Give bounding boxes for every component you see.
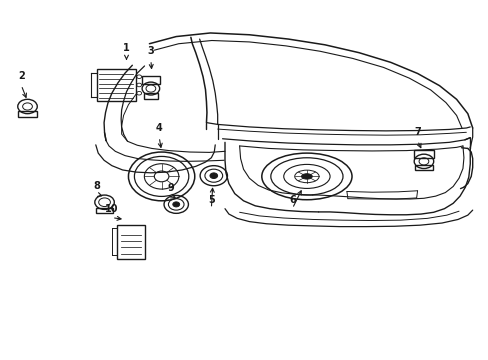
Text: 2: 2 bbox=[18, 71, 24, 81]
Text: 10: 10 bbox=[105, 204, 119, 214]
Bar bbox=[414, 165, 432, 170]
Text: 1: 1 bbox=[123, 43, 130, 53]
Text: 5: 5 bbox=[207, 195, 214, 205]
Bar bbox=[96, 208, 113, 213]
Bar bbox=[117, 225, 145, 259]
Text: 3: 3 bbox=[147, 46, 154, 56]
Bar bbox=[143, 93, 158, 99]
Text: 7: 7 bbox=[413, 127, 420, 137]
Ellipse shape bbox=[301, 174, 312, 179]
Text: 8: 8 bbox=[94, 181, 101, 191]
Circle shape bbox=[209, 173, 217, 179]
Bar bbox=[97, 69, 136, 101]
Text: 4: 4 bbox=[156, 123, 162, 134]
Bar bbox=[18, 111, 37, 117]
Bar bbox=[413, 150, 433, 158]
Text: 6: 6 bbox=[288, 195, 295, 205]
Bar bbox=[142, 76, 159, 84]
Circle shape bbox=[172, 202, 179, 207]
Text: 9: 9 bbox=[168, 183, 174, 193]
